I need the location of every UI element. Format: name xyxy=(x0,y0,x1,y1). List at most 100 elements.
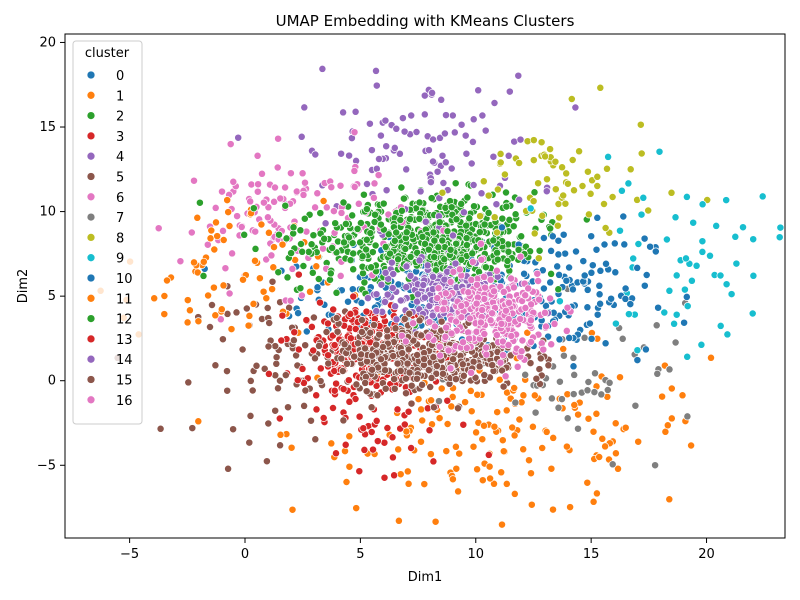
data-point-cluster-14 xyxy=(372,307,381,316)
data-point-cluster-1 xyxy=(420,480,429,489)
data-point-cluster-16 xyxy=(480,272,488,281)
data-point-cluster-15 xyxy=(340,340,349,349)
x-tick-label: 10 xyxy=(467,547,484,562)
data-point-cluster-15 xyxy=(324,359,333,368)
data-point-cluster-4 xyxy=(400,127,409,136)
data-point-cluster-13 xyxy=(362,307,371,316)
data-point-cluster-1 xyxy=(485,462,494,471)
data-point-cluster-12 xyxy=(381,242,390,251)
data-point-cluster-5 xyxy=(407,399,416,408)
data-point-cluster-3 xyxy=(372,416,381,425)
data-point-cluster-12 xyxy=(396,216,405,224)
data-point-cluster-14 xyxy=(383,290,392,299)
data-point-cluster-1 xyxy=(435,414,444,423)
data-point-cluster-15 xyxy=(390,375,399,384)
data-point-cluster-15 xyxy=(437,317,446,326)
data-point-cluster-10 xyxy=(583,303,592,312)
data-point-cluster-12 xyxy=(297,240,305,248)
data-point-cluster-11 xyxy=(213,232,222,241)
data-point-cluster-11 xyxy=(204,291,213,300)
data-point-cluster-4 xyxy=(429,157,437,166)
data-point-cluster-14 xyxy=(381,298,389,306)
data-point-cluster-6 xyxy=(211,203,220,212)
data-point-cluster-15 xyxy=(383,326,392,335)
x-tick-label: −5 xyxy=(120,547,139,562)
data-point-cluster-1 xyxy=(486,474,495,483)
data-point-cluster-2 xyxy=(505,215,514,224)
data-point-cluster-15 xyxy=(413,374,421,383)
data-point-cluster-10 xyxy=(600,240,609,249)
data-point-cluster-1 xyxy=(418,416,427,425)
data-point-cluster-5 xyxy=(271,406,280,415)
data-point-cluster-15 xyxy=(424,366,433,375)
data-point-cluster-8 xyxy=(558,163,567,172)
data-point-cluster-14 xyxy=(402,283,411,292)
data-point-cluster-11 xyxy=(183,296,192,305)
data-point-cluster-4 xyxy=(459,208,468,217)
data-point-cluster-16 xyxy=(473,280,481,289)
data-point-cluster-8 xyxy=(534,254,543,263)
data-point-cluster-9 xyxy=(611,319,620,328)
data-point-cluster-4 xyxy=(542,187,551,196)
data-point-cluster-6 xyxy=(267,251,276,260)
data-point-cluster-12 xyxy=(434,243,443,252)
data-point-cluster-3 xyxy=(359,424,368,433)
legend-label: 12 xyxy=(116,313,133,328)
data-point-cluster-12 xyxy=(362,205,371,214)
data-point-cluster-15 xyxy=(405,368,414,377)
data-point-cluster-4 xyxy=(462,149,471,158)
data-point-cluster-4 xyxy=(300,103,309,112)
data-point-cluster-15 xyxy=(354,339,362,348)
data-point-cluster-12 xyxy=(421,239,429,248)
data-point-cluster-2 xyxy=(465,214,474,223)
data-point-cluster-15 xyxy=(350,352,359,361)
data-point-cluster-3 xyxy=(425,426,434,435)
data-point-cluster-4 xyxy=(382,186,391,195)
data-point-cluster-10 xyxy=(626,300,635,309)
data-point-cluster-16 xyxy=(518,336,527,345)
data-point-cluster-12 xyxy=(340,238,348,247)
data-point-cluster-16 xyxy=(534,277,543,285)
data-point-cluster-7 xyxy=(580,333,589,342)
data-point-cluster-5 xyxy=(218,335,227,344)
data-point-cluster-7 xyxy=(557,395,566,404)
data-point-cluster-11 xyxy=(257,220,266,229)
data-point-cluster-2 xyxy=(517,232,526,241)
data-point-cluster-4 xyxy=(474,86,483,95)
data-point-cluster-11 xyxy=(209,283,218,292)
data-point-cluster-4 xyxy=(490,99,499,107)
data-point-cluster-16 xyxy=(507,332,516,340)
data-point-cluster-0 xyxy=(294,309,303,318)
data-point-cluster-13 xyxy=(312,391,321,400)
data-point-cluster-2 xyxy=(475,228,484,237)
legend-label: 4 xyxy=(116,150,124,165)
data-point-cluster-9 xyxy=(637,210,646,219)
data-point-cluster-1 xyxy=(490,479,498,488)
data-point-cluster-4 xyxy=(492,200,501,209)
data-point-cluster-12 xyxy=(438,236,447,245)
data-point-cluster-12 xyxy=(362,245,371,254)
data-point-cluster-6 xyxy=(288,264,297,273)
data-point-cluster-14 xyxy=(392,315,401,324)
data-point-cluster-5 xyxy=(238,345,247,354)
data-point-cluster-1 xyxy=(467,407,476,416)
data-point-cluster-15 xyxy=(420,355,429,364)
data-point-cluster-16 xyxy=(465,334,474,343)
data-point-cluster-15 xyxy=(404,345,413,354)
data-point-cluster-16 xyxy=(439,305,448,314)
data-point-cluster-9 xyxy=(698,247,707,256)
data-point-cluster-13 xyxy=(346,309,355,318)
data-point-cluster-0 xyxy=(344,297,352,306)
data-point-cluster-13 xyxy=(349,292,358,301)
data-point-cluster-6 xyxy=(322,203,331,212)
data-point-cluster-3 xyxy=(367,428,376,436)
data-point-cluster-10 xyxy=(596,299,605,308)
data-point-cluster-5 xyxy=(367,403,376,412)
data-point-cluster-8 xyxy=(529,156,538,165)
data-point-cluster-10 xyxy=(498,223,506,232)
data-point-cluster-11 xyxy=(150,294,159,303)
data-point-cluster-2 xyxy=(359,190,368,199)
data-point-cluster-1 xyxy=(663,421,672,430)
data-point-cluster-1 xyxy=(394,516,403,525)
data-point-cluster-9 xyxy=(731,232,740,241)
